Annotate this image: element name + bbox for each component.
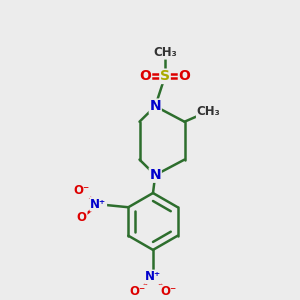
Text: CH₃: CH₃ <box>196 105 220 118</box>
Text: N: N <box>149 168 161 182</box>
Text: O: O <box>178 69 190 83</box>
Text: O⁻: O⁻ <box>160 285 176 298</box>
Text: O⁻: O⁻ <box>74 184 90 197</box>
Text: O⁻: O⁻ <box>130 285 146 298</box>
Text: O: O <box>77 211 87 224</box>
Text: N⁺: N⁺ <box>90 198 106 211</box>
Text: CH₃: CH₃ <box>153 46 177 59</box>
Text: N: N <box>149 99 161 113</box>
Text: S: S <box>160 69 170 83</box>
Text: O: O <box>140 69 152 83</box>
Text: N⁺: N⁺ <box>145 270 161 283</box>
